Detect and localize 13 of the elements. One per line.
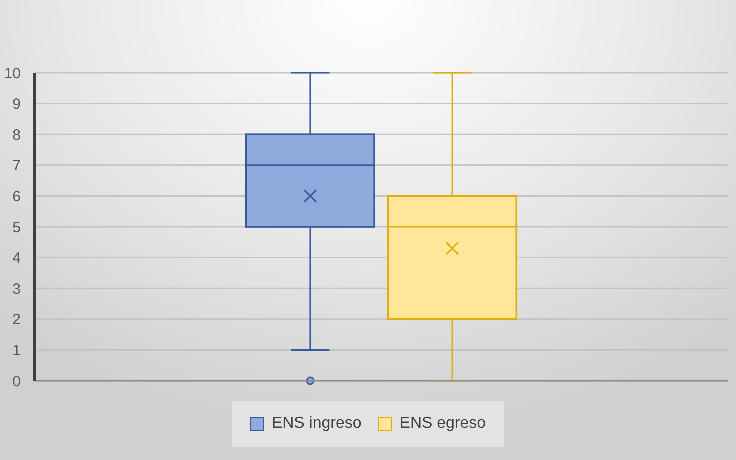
y-tick-label: 0 bbox=[12, 373, 21, 390]
y-tick-label: 4 bbox=[12, 250, 21, 268]
y-tick-label: 9 bbox=[12, 96, 21, 114]
y-tick-label: 2 bbox=[12, 312, 21, 329]
legend-label: ENS ingreso bbox=[272, 415, 362, 433]
y-tick-label: 5 bbox=[12, 219, 21, 236]
legend-label: ENS egreso bbox=[400, 415, 486, 433]
y-tick-label: 10 bbox=[4, 65, 21, 82]
y-tick-label: 8 bbox=[12, 126, 21, 144]
y-tick-label: 7 bbox=[12, 158, 21, 175]
y-tick-label: 1 bbox=[12, 342, 21, 360]
y-tick-label: 3 bbox=[12, 280, 21, 298]
y-tick-label: 6 bbox=[12, 188, 21, 206]
